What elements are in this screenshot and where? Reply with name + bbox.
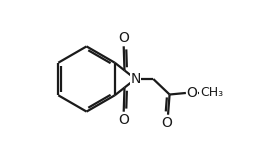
- Text: O: O: [118, 113, 129, 127]
- Text: O: O: [187, 86, 198, 100]
- Text: N: N: [130, 72, 141, 86]
- Text: CH₃: CH₃: [200, 86, 223, 100]
- Text: O: O: [118, 31, 129, 45]
- Text: O: O: [161, 116, 172, 130]
